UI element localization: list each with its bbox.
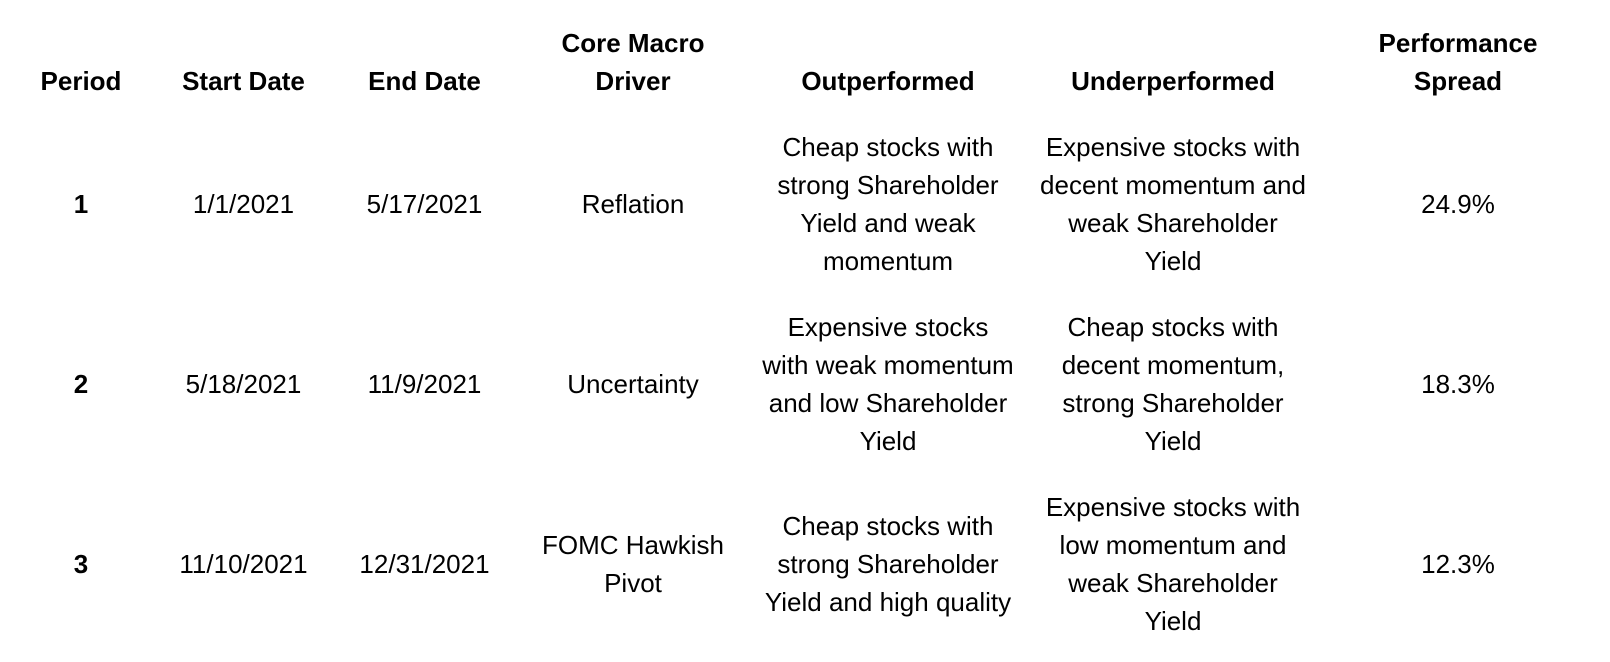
column-header-label: Start Date [182,66,305,96]
column-header-end-date: End Date [331,4,518,114]
cell-start-date: 11/10/2021 [179,549,308,579]
cell-period: 2 [73,369,89,399]
table-row: 1 1/1/2021 5/17/2021 Reflation Cheap sto… [6,114,1598,294]
table-header-row: Period Start Date End Date Core Macro Dr… [6,4,1598,114]
cell-end-date: 5/17/2021 [366,189,483,219]
cell-underperformed: Expensive stocks with decent momentum an… [1028,114,1318,294]
column-header-label: Performance Spread [1378,28,1538,96]
cell-text: Reflation [581,189,685,219]
cell-text: Expensive stocks with decent momentum an… [1040,132,1306,276]
column-header-label: Core Macro Driver [561,28,705,96]
column-header-label: Period [40,66,122,96]
column-header-core-macro-driver: Core Macro Driver [518,4,748,114]
column-header-performance-spread: Performance Spread [1318,4,1598,114]
cell-performance-spread: 12.3% [1421,549,1495,579]
cell-period: 3 [73,549,89,579]
cell-core-macro-driver: Uncertainty [518,294,748,474]
column-header-label: Underperformed [1071,66,1275,96]
cell-text: FOMC Hawkish Pivot [541,530,724,598]
cell-outperformed: Cheap stocks with strong Shareholder Yie… [748,114,1028,294]
cell-period: 1 [73,189,89,219]
column-header-period: Period [6,4,156,114]
cell-outperformed: Expensive stocks with weak momentum and … [748,294,1028,474]
cell-text: Cheap stocks with strong Shareholder Yie… [777,132,999,276]
cell-performance-spread: 24.9% [1421,189,1495,219]
cell-start-date: 1/1/2021 [192,189,295,219]
cell-text: Expensive stocks with weak momentum and … [762,312,1014,456]
cell-text: Uncertainty [567,369,699,399]
cell-end-date: 11/9/2021 [367,369,482,399]
column-header-underperformed: Underperformed [1028,4,1318,114]
cell-underperformed: Expensive stocks with low momentum and w… [1028,474,1318,654]
cell-underperformed: Cheap stocks with decent momentum, stron… [1028,294,1318,474]
cell-text: Cheap stocks with decent momentum, stron… [1061,312,1285,456]
column-header-start-date: Start Date [156,4,331,114]
cell-core-macro-driver: FOMC Hawkish Pivot [518,474,748,654]
cell-text: Expensive stocks with low momentum and w… [1045,492,1301,636]
table-row: 3 11/10/2021 12/31/2021 FOMC Hawkish Piv… [6,474,1598,654]
cell-start-date: 5/18/2021 [185,369,302,399]
column-header-outperformed: Outperformed [748,4,1028,114]
column-header-label: Outperformed [801,66,975,96]
table-row: 2 5/18/2021 11/9/2021 Uncertainty Expens… [6,294,1598,474]
column-header-label: End Date [368,66,481,96]
cell-performance-spread: 18.3% [1421,369,1495,399]
macro-period-table: Period Start Date End Date Core Macro Dr… [6,4,1598,654]
cell-outperformed: Cheap stocks with strong Shareholder Yie… [748,474,1028,654]
cell-end-date: 12/31/2021 [359,549,490,579]
cell-core-macro-driver: Reflation [518,114,748,294]
cell-text: Cheap stocks with strong Shareholder Yie… [764,511,1012,617]
